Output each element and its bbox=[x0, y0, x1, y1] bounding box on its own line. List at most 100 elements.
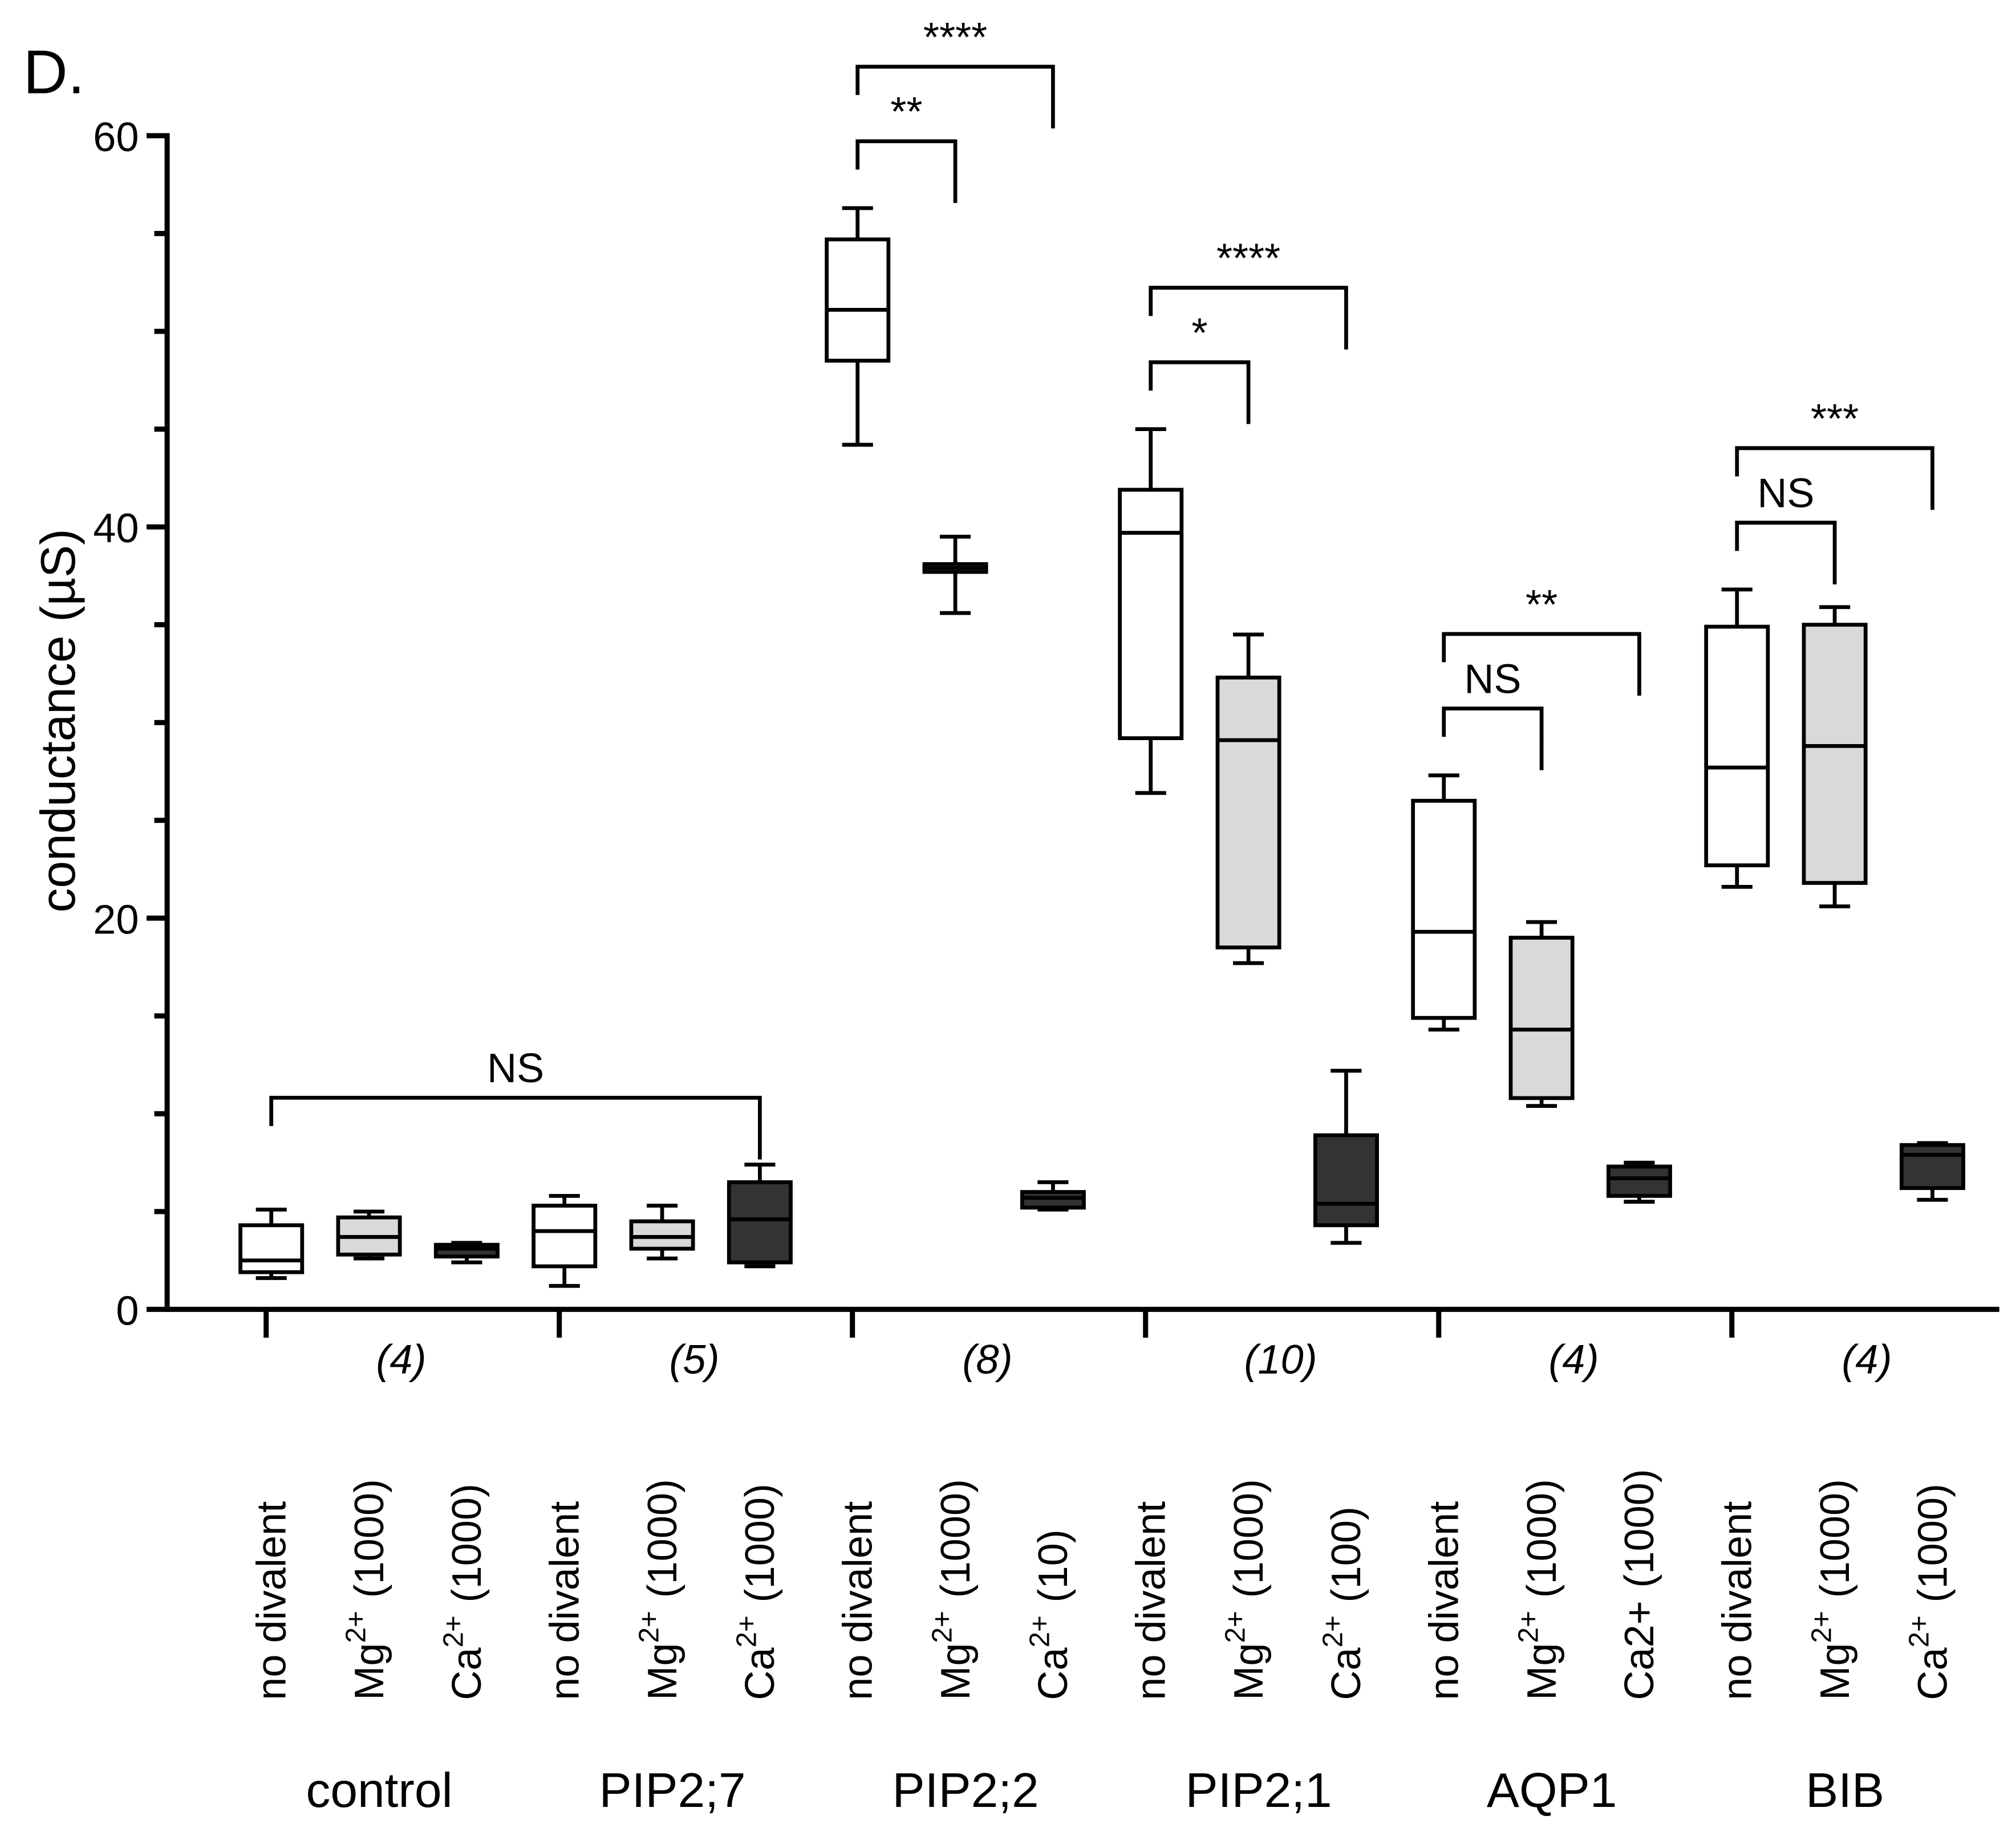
x-tick-label: Mg2+ (1000) bbox=[1805, 1479, 1858, 1700]
significance-label: **** bbox=[923, 15, 987, 60]
significance-bracket bbox=[1735, 521, 1837, 584]
label-ion: Mg bbox=[933, 1643, 979, 1700]
box bbox=[238, 1223, 305, 1274]
label-ion: Ca bbox=[1910, 1647, 1956, 1700]
label-conc: (100) bbox=[1324, 1506, 1369, 1602]
x-tick-label: Mg2+ (1000) bbox=[926, 1479, 979, 1700]
label-ion: Ca bbox=[737, 1647, 783, 1700]
x-tick-label: Mg2+ (1000) bbox=[1512, 1479, 1565, 1700]
x-tick-label: no divalent bbox=[1715, 1501, 1761, 1700]
significance-bracket bbox=[1149, 286, 1348, 350]
x-tick-label: no divalent bbox=[1422, 1501, 1467, 1700]
n-label: (4) bbox=[1548, 1337, 1599, 1383]
x-tick-label: Ca2+ (100) bbox=[1317, 1506, 1370, 1700]
significance-label: * bbox=[1191, 310, 1207, 356]
significance-label: ** bbox=[890, 90, 922, 135]
label-charge: 2+ bbox=[1512, 1611, 1544, 1643]
label-charge: 2+ bbox=[1024, 1615, 1056, 1648]
y-tick-label: 20 bbox=[93, 897, 139, 943]
x-tick-label: no divalent bbox=[542, 1501, 588, 1700]
significance-label: **** bbox=[1216, 236, 1280, 282]
x-tick-label: no divalent bbox=[1129, 1501, 1174, 1700]
n-label: (8) bbox=[962, 1337, 1012, 1383]
label-conc: (1000) bbox=[1812, 1479, 1858, 1598]
x-tick-label: Mg2+ (1000) bbox=[1219, 1479, 1272, 1700]
label-ion: Ca bbox=[1031, 1647, 1076, 1700]
box bbox=[1411, 799, 1477, 1020]
group-label: control bbox=[306, 1763, 453, 1818]
label-conc: (1000) bbox=[640, 1479, 685, 1598]
x-tick-label: Ca2+ (1000) bbox=[437, 1484, 490, 1700]
y-tick-label: 40 bbox=[93, 506, 139, 551]
significance-label: ** bbox=[1526, 582, 1557, 628]
label-conc: (10) bbox=[1031, 1529, 1076, 1602]
n-label: (4) bbox=[376, 1337, 426, 1383]
label-conc: (1000) bbox=[737, 1484, 783, 1602]
group-label: PIP2;7 bbox=[599, 1763, 746, 1818]
significance-bracket bbox=[269, 1095, 762, 1160]
x-tick-label: Ca2+ (1000) bbox=[731, 1484, 784, 1700]
label-conc: (1000) bbox=[933, 1479, 979, 1598]
y-tick-label: 0 bbox=[116, 1288, 139, 1334]
label-conc: (1000) bbox=[347, 1479, 392, 1598]
y-tick-label: 60 bbox=[93, 115, 139, 160]
group-label: PIP2;1 bbox=[1186, 1763, 1332, 1818]
label-conc: (1000) bbox=[1519, 1479, 1565, 1598]
significance-bracket bbox=[855, 139, 958, 203]
label-conc: (1000) bbox=[444, 1484, 490, 1602]
x-tick-label: no divalent bbox=[835, 1501, 881, 1700]
label-charge: 2+ bbox=[437, 1615, 469, 1648]
y-axis-label: conductance (µS) bbox=[31, 529, 86, 912]
box bbox=[1313, 1133, 1379, 1228]
label-charge: 2+ bbox=[1317, 1615, 1349, 1648]
box bbox=[1802, 623, 1868, 885]
box bbox=[1118, 488, 1184, 741]
significance-bracket bbox=[1735, 446, 1934, 510]
box bbox=[825, 237, 891, 363]
box bbox=[727, 1180, 793, 1265]
label-charge: 2+ bbox=[926, 1611, 958, 1643]
x-tick-label: Mg2+ (1000) bbox=[339, 1479, 392, 1700]
n-label: (10) bbox=[1244, 1337, 1317, 1383]
significance-bracket bbox=[1442, 706, 1544, 770]
label-ion: Ca bbox=[444, 1647, 490, 1700]
label-ion: Ca2+ bbox=[1617, 1601, 1662, 1700]
label-charge: 2+ bbox=[632, 1611, 664, 1643]
box bbox=[1215, 675, 1281, 950]
significance-bracket bbox=[1149, 360, 1251, 424]
significance-bracket bbox=[855, 64, 1055, 129]
box bbox=[1899, 1143, 1965, 1191]
x-tick-label: no divalent bbox=[249, 1501, 294, 1700]
x-tick-label: Mg2+ (1000) bbox=[632, 1479, 685, 1700]
group-label: BIB bbox=[1806, 1763, 1884, 1818]
box bbox=[532, 1204, 598, 1269]
box bbox=[1704, 624, 1770, 868]
label-conc: (1000) bbox=[1226, 1479, 1272, 1598]
box bbox=[1508, 936, 1575, 1100]
n-label: (4) bbox=[1841, 1337, 1892, 1383]
box bbox=[629, 1219, 695, 1251]
box bbox=[433, 1242, 500, 1259]
label-charge: 2+ bbox=[1805, 1611, 1837, 1643]
label-conc: (1000) bbox=[1910, 1484, 1956, 1602]
significance-label: *** bbox=[1811, 396, 1859, 442]
group-label: PIP2;2 bbox=[893, 1763, 1039, 1818]
x-tick-label: Ca2+ (10) bbox=[1024, 1529, 1077, 1700]
x-tick-label: Ca2+ (1000) bbox=[1617, 1469, 1662, 1700]
box bbox=[1606, 1164, 1672, 1198]
n-label: (5) bbox=[669, 1337, 719, 1383]
significance-label: NS bbox=[487, 1046, 544, 1091]
label-ion: Mg bbox=[1226, 1643, 1272, 1700]
x-tick-label: Ca2+ (1000) bbox=[1903, 1484, 1956, 1700]
label-ion: Ca bbox=[1324, 1647, 1369, 1700]
label-ion: Mg bbox=[347, 1643, 392, 1700]
significance-label: NS bbox=[1757, 471, 1814, 517]
label-charge: 2+ bbox=[1903, 1615, 1935, 1648]
significance-label: NS bbox=[1464, 657, 1521, 702]
label-charge: 2+ bbox=[731, 1615, 762, 1648]
panel-label: D. bbox=[23, 38, 85, 107]
box bbox=[1020, 1190, 1086, 1210]
label-ion: Mg bbox=[640, 1643, 685, 1700]
label-ion: Mg bbox=[1519, 1643, 1565, 1700]
